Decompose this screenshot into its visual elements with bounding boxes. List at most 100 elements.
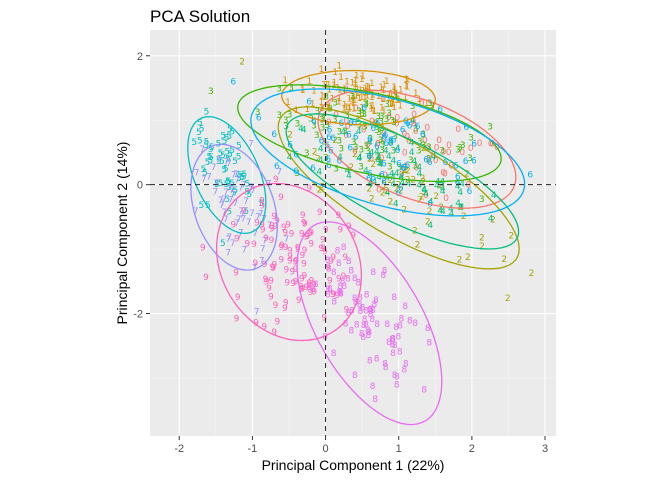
point-3-37: 3 <box>294 169 300 179</box>
point-1-3: 1 <box>386 94 392 104</box>
point-7-17: 7 <box>255 212 261 222</box>
point-6-14: 6 <box>330 134 336 144</box>
point-6-43: 6 <box>271 130 277 140</box>
point-1-11: 1 <box>391 103 397 113</box>
point-5-3: 5 <box>229 179 235 189</box>
point-1-33: 1 <box>389 99 395 109</box>
point-6-69: 6 <box>420 130 426 140</box>
point-1-66: 1 <box>405 75 411 85</box>
point-8-20: 8 <box>397 321 403 331</box>
point-3-16: 3 <box>426 154 432 164</box>
point-4-6: 4 <box>435 178 441 188</box>
point-3-72: 3 <box>356 107 362 117</box>
point-8-75: 8 <box>392 371 398 381</box>
point-6-44: 6 <box>382 133 388 143</box>
point-8-49: 8 <box>374 320 380 330</box>
y-axis-ticks: -2 0 2 <box>133 51 150 321</box>
point-7-45: 7 <box>250 186 256 196</box>
point-4-58: 4 <box>386 152 392 162</box>
point-9-28: 9 <box>319 244 325 254</box>
point-3-5: 3 <box>351 138 357 148</box>
point-2-2: 2 <box>370 160 376 170</box>
point-1-18: 1 <box>338 73 344 83</box>
point-8-70: 8 <box>356 279 362 289</box>
point-9-105: 9 <box>282 229 288 239</box>
y-tick-label-1: 0 <box>137 180 143 192</box>
point-1-34: 1 <box>332 68 338 78</box>
point-0-25: 0 <box>419 99 425 109</box>
point-2-25: 2 <box>420 178 426 188</box>
point-3-13: 3 <box>295 119 301 129</box>
point-1-75: 1 <box>370 102 376 112</box>
point-4-38: 4 <box>440 187 446 197</box>
point-0-35: 0 <box>365 140 371 150</box>
point-1-44: 1 <box>391 83 397 93</box>
point-1-13: 1 <box>363 85 369 95</box>
point-0-56: 0 <box>440 168 446 178</box>
point-3-79: 3 <box>386 109 392 119</box>
point-7-51: 7 <box>261 214 267 224</box>
point-7-4: 7 <box>201 175 207 185</box>
point-0-29: 0 <box>436 136 442 146</box>
point-1-56: 1 <box>330 94 336 104</box>
point-1-8: 1 <box>413 89 419 99</box>
point-4-41: 4 <box>385 189 391 199</box>
point-8-6: 8 <box>368 305 374 315</box>
point-0-21: 0 <box>382 171 388 181</box>
point-6-39: 6 <box>471 139 477 149</box>
point-6-20: 6 <box>230 78 236 88</box>
point-2-33: 2 <box>382 176 388 186</box>
ellipse-6 <box>250 88 526 217</box>
point-8-42: 8 <box>352 294 358 304</box>
point-3-32: 3 <box>255 108 261 118</box>
point-4-47: 4 <box>399 178 405 188</box>
point-7-26: 7 <box>231 170 237 180</box>
point-9-101: 9 <box>301 260 307 270</box>
point-9-17: 9 <box>272 260 278 270</box>
point-1-19: 1 <box>424 99 430 109</box>
point-4-52: 4 <box>410 116 416 126</box>
point-7-54: 7 <box>241 214 247 224</box>
point-9-71: 9 <box>322 248 328 258</box>
point-5-11: 5 <box>227 150 233 160</box>
point-1-69: 1 <box>369 93 375 103</box>
point-5-34: 5 <box>201 165 207 175</box>
point-0-45: 0 <box>413 127 419 137</box>
point-9-62: 9 <box>342 253 348 263</box>
point-9-11: 9 <box>251 240 257 250</box>
point-3-1: 3 <box>378 117 384 127</box>
point-4-17: 4 <box>318 156 324 166</box>
point-3-0: 3 <box>384 115 390 125</box>
point-9-70: 9 <box>284 266 290 276</box>
point-8-78: 8 <box>327 285 333 295</box>
point-1-77: 1 <box>398 86 404 96</box>
reference-lines <box>150 30 556 436</box>
point-3-63: 3 <box>457 144 463 154</box>
point-1-74: 1 <box>379 104 385 114</box>
ellipse-2 <box>277 106 520 270</box>
point-1-14: 1 <box>381 107 387 117</box>
point-0-52: 0 <box>381 130 387 140</box>
point-9-0: 9 <box>300 251 306 261</box>
point-1-57: 1 <box>380 95 386 105</box>
point-8-64: 8 <box>394 380 400 390</box>
point-9-84: 9 <box>289 230 295 240</box>
point-6-15: 6 <box>400 164 406 174</box>
point-9-9: 9 <box>259 196 265 206</box>
point-8-54: 8 <box>331 298 337 308</box>
point-8-26: 8 <box>382 267 388 277</box>
point-5-27: 5 <box>208 156 214 166</box>
point-9-18: 9 <box>203 273 209 283</box>
point-6-27: 6 <box>467 187 473 197</box>
point-9-76: 9 <box>300 211 306 221</box>
point-1-51: 1 <box>307 77 313 87</box>
point-6-68: 6 <box>405 161 411 171</box>
point-0-1: 0 <box>411 110 417 120</box>
point-2-3: 2 <box>403 165 409 175</box>
x-tick-label-4: 2 <box>469 443 475 455</box>
y-tick-label-0: -2 <box>133 309 143 321</box>
point-1-71: 1 <box>390 98 396 108</box>
point-5-0: 5 <box>244 180 250 190</box>
point-0-33: 0 <box>441 148 447 158</box>
point-8-3: 8 <box>383 363 389 373</box>
